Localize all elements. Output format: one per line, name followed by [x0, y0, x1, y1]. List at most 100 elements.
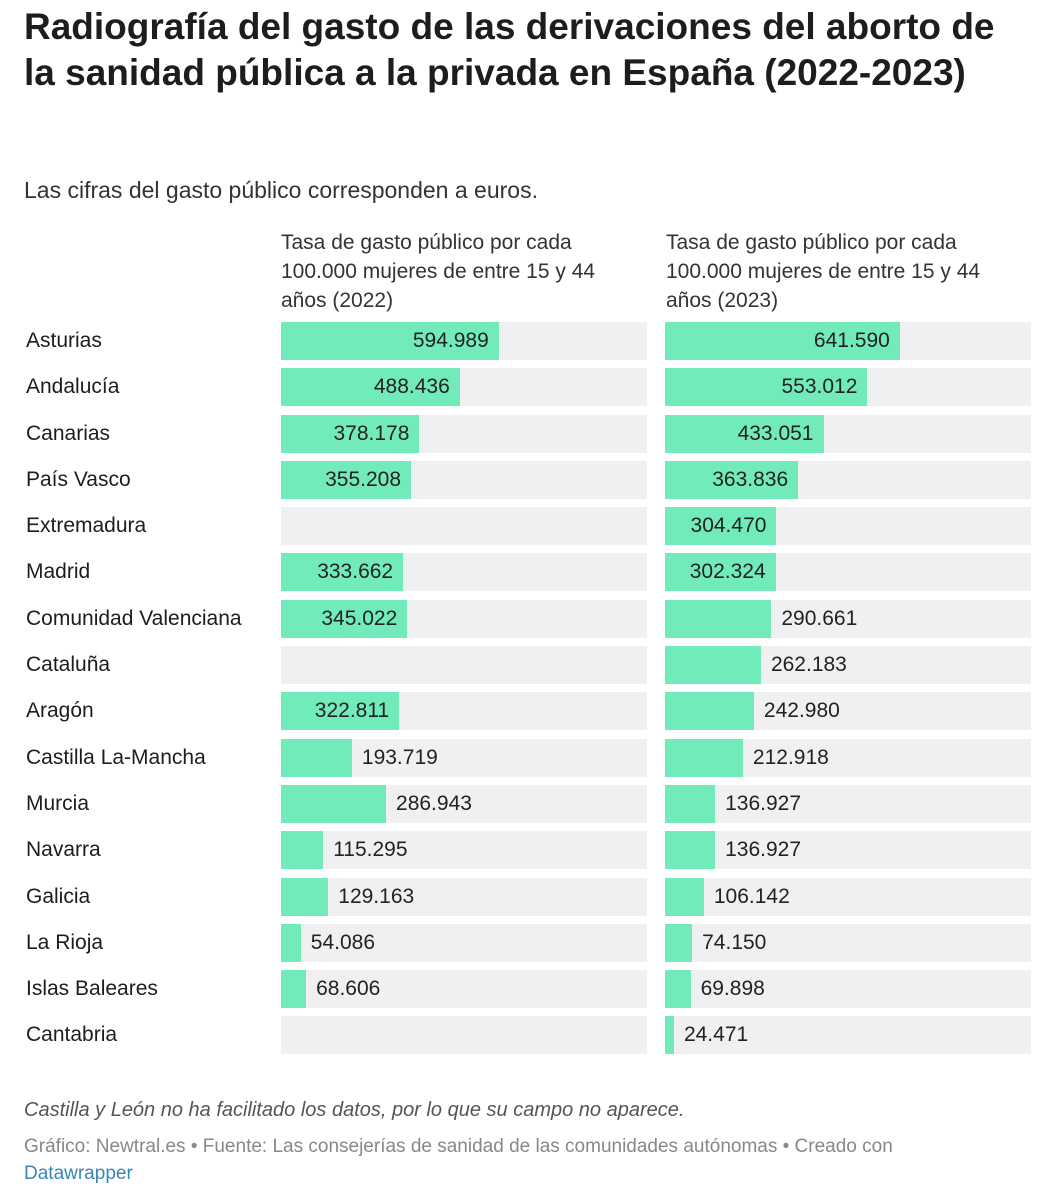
bar-track: 594.989	[281, 322, 647, 360]
chart-row: Islas Baleares 68.606 69.898	[0, 970, 1058, 1016]
bar-value-label: 290.661	[781, 606, 858, 630]
bar-value-label: 136.927	[725, 838, 802, 862]
chart-note: Castilla y León no ha facilitado los dat…	[24, 1099, 685, 1121]
bar	[665, 923, 693, 962]
bar-track: 106.142	[665, 877, 1031, 916]
chart-row: País Vasco 355.208 363.836	[0, 460, 1058, 507]
bar-rows: Asturias 594.989 641.590 Andalucía 488.436 55…	[0, 322, 1058, 1063]
bar	[665, 692, 754, 731]
bar-value-label: 136.927	[725, 791, 802, 815]
bar-track: 74.150	[665, 923, 1031, 962]
bar	[665, 460, 799, 499]
category-label: Andalucía	[26, 375, 120, 399]
bar-track: 290.661	[665, 599, 1031, 638]
chart-row: Aragón 322.811 242.980	[0, 692, 1058, 738]
bar-value-label: 304.470	[690, 514, 767, 538]
bar-value-label: 193.719	[361, 745, 438, 769]
category-label: Cataluña	[26, 653, 111, 677]
bar-value-label: 488.436	[373, 375, 450, 399]
chart-row: Canarias 378.178 433.051	[0, 414, 1058, 461]
footer-credits: Gráfico: Newtral.es • Fuente: Las consej…	[24, 1136, 893, 1157]
bar	[281, 923, 301, 962]
chart-row: Navarra 115.295 136.927	[0, 831, 1058, 877]
bar	[281, 831, 324, 870]
chart-row: Galicia 129.163 106.142	[0, 877, 1058, 924]
bar	[665, 646, 761, 685]
category-label: Islas Baleares	[26, 977, 158, 1001]
bar	[665, 599, 772, 638]
bar-value-label: 69.898	[700, 977, 765, 1001]
bar-value-label: 322.811	[314, 699, 390, 723]
chart-row: Madrid 333.662 302.324	[0, 553, 1058, 599]
category-label: Castilla La-Mancha	[26, 745, 206, 769]
bar-track: 262.183	[665, 646, 1031, 685]
bar	[281, 784, 386, 823]
bar-track: 115.295	[281, 831, 647, 870]
bar-track: 488.436	[281, 368, 647, 407]
chart-row: Extremadura 304.470	[0, 507, 1058, 553]
category-label: Madrid	[26, 560, 91, 584]
bar	[665, 322, 900, 360]
bar-value-label: 641.590	[813, 329, 890, 352]
bar-value-label: 345.022	[321, 606, 398, 630]
bar	[281, 460, 411, 499]
category-label: Galicia	[26, 884, 91, 908]
datawrapper-link[interactable]: Datawrapper	[24, 1163, 133, 1184]
category-label: Navarra	[26, 838, 101, 862]
bar-value-label: 302.324	[689, 560, 766, 584]
category-label: Canarias	[26, 421, 111, 445]
chart-row: Murcia 286.943 136.927	[0, 784, 1058, 831]
chart-row: Cantabria 24.471	[0, 1016, 1058, 1062]
bar-track: 378.178	[281, 414, 647, 453]
chart-row: Asturias 594.989 641.590	[0, 322, 1058, 368]
chart-row: Castilla La-Mancha 193.719 212.918	[0, 738, 1058, 785]
bar-track: 333.662	[281, 553, 647, 592]
bar-value-label: 378.178	[333, 421, 410, 445]
bar-track: 304.470	[665, 507, 1031, 546]
bar-track: 363.836	[665, 460, 1031, 499]
bar-track: 68.606	[281, 970, 647, 1009]
bar-value-label: 115.295	[333, 838, 408, 862]
bar	[665, 738, 743, 777]
chart-title: Radiografía del gasto de las derivacione…	[24, 6, 995, 93]
bar	[281, 738, 352, 777]
bar-track: 553.012	[665, 368, 1031, 407]
bar	[665, 1016, 674, 1055]
bar-track	[281, 646, 647, 685]
series-header-2023: Tasa de gasto público por cada 100.000 m…	[666, 231, 981, 312]
bar	[665, 553, 776, 592]
category-label: Extremadura	[26, 514, 147, 538]
bar	[281, 368, 460, 407]
bar	[281, 322, 499, 360]
bar-track: 136.927	[665, 784, 1031, 823]
bar-track: 24.471	[665, 1016, 1031, 1055]
category-label: Comunidad Valenciana	[26, 606, 242, 630]
bar-value-label: 333.662	[317, 560, 394, 584]
bar-track: 136.927	[665, 831, 1031, 870]
bar-track: 286.943	[281, 784, 647, 823]
category-label: Murcia	[26, 791, 90, 815]
chart-row: Andalucía 488.436 553.012	[0, 368, 1058, 414]
category-label: Aragón	[26, 699, 94, 723]
bar-track: 54.086	[281, 923, 647, 962]
bar	[665, 368, 868, 407]
bar-value-label: 363.836	[712, 467, 789, 491]
bar-value-label: 68.606	[316, 977, 381, 1001]
chart-row: Cataluña 262.183	[0, 646, 1058, 692]
bar-value-label: 74.150	[702, 930, 767, 954]
bar-track: 69.898	[665, 970, 1031, 1009]
bar-value-label: 242.980	[763, 699, 840, 723]
bar-track	[281, 1016, 647, 1055]
bar	[281, 877, 329, 916]
bar-track: 129.163	[281, 877, 647, 916]
bar	[281, 553, 404, 592]
category-label: País Vasco	[26, 467, 131, 491]
bar-track: 242.980	[665, 692, 1031, 731]
chart-footer: Gráfico: Newtral.es • Fuente: Las consej…	[24, 1133, 1024, 1187]
series-header-2022: Tasa de gasto público por cada 100.000 m…	[281, 231, 596, 312]
bar-value-label: 553.012	[781, 375, 858, 399]
bar-value-label: 106.142	[713, 884, 790, 908]
bar-value-label: 262.183	[770, 653, 847, 677]
bar	[665, 970, 691, 1009]
bar	[281, 692, 400, 731]
